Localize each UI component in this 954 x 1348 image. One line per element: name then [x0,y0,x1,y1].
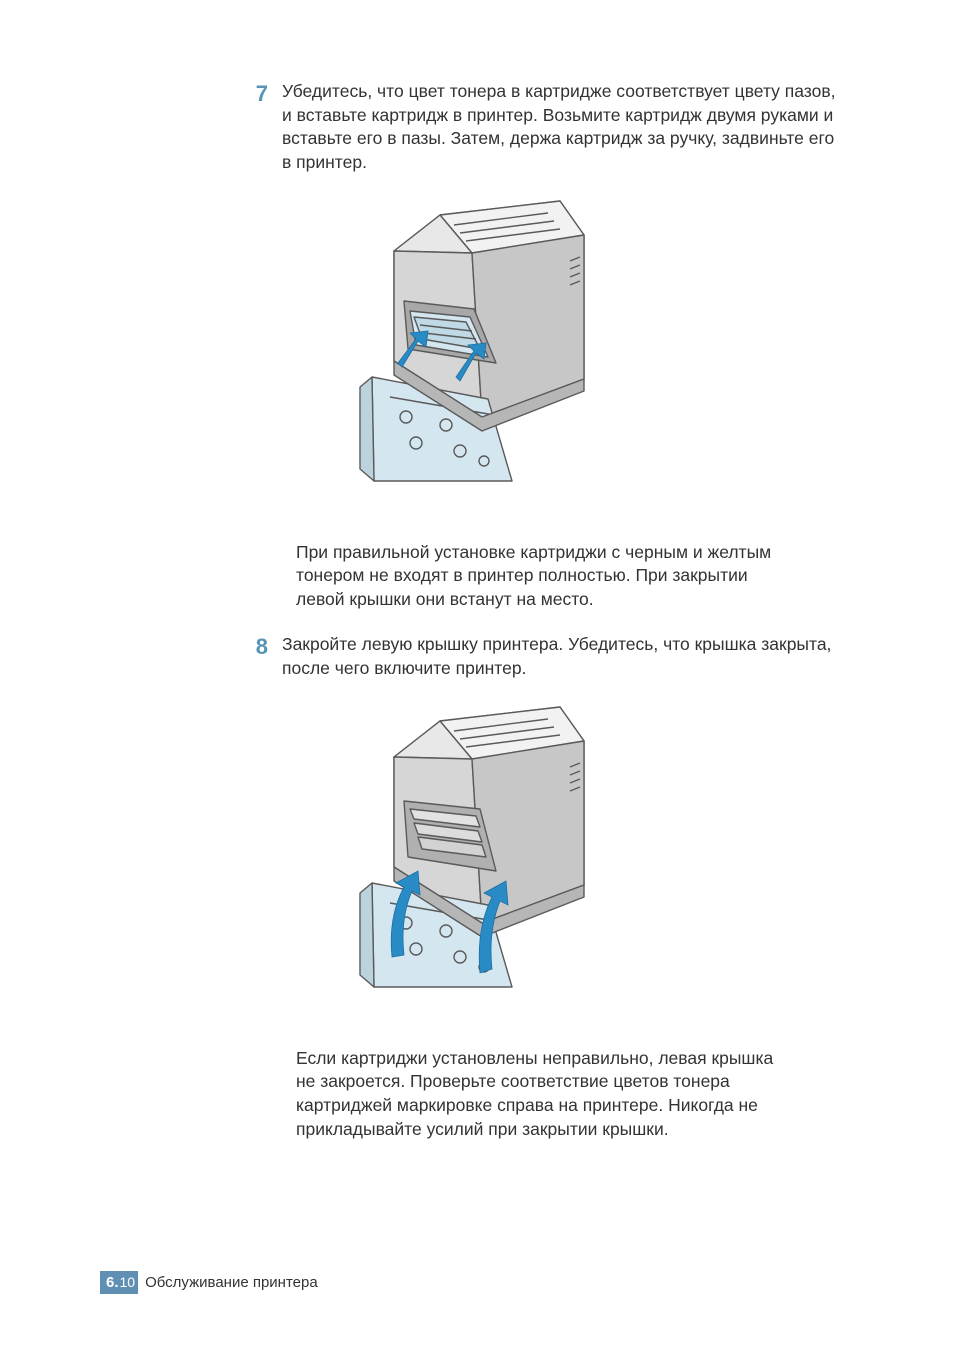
page-footer: 6.10 Обслуживание принтера [100,1271,318,1294]
step-number: 8 [248,633,282,662]
step-number: 7 [248,80,282,109]
chapter-number: 6. [106,1274,119,1291]
step-7-note: При правильной установке картриджи с чер… [296,541,794,612]
footer-title: Обслуживание принтера [145,1274,318,1291]
step-8: 8 Закройте левую крышку принтера. Убедит… [100,633,854,680]
step-8-note: Если картриджи установлены неправильно, … [296,1047,794,1142]
illustration-close-cover [100,697,854,1027]
step-text: Убедитесь, что цвет тонера в картридже с… [282,80,854,175]
step-text: Закройте левую крышку принтера. Убедитес… [282,633,854,680]
illustration-insert-cartridge [100,191,854,521]
page-number: 10 [120,1274,136,1290]
step-7: 7 Убедитесь, что цвет тонера в картридже… [100,80,854,175]
page-number-badge: 6.10 [100,1271,138,1294]
